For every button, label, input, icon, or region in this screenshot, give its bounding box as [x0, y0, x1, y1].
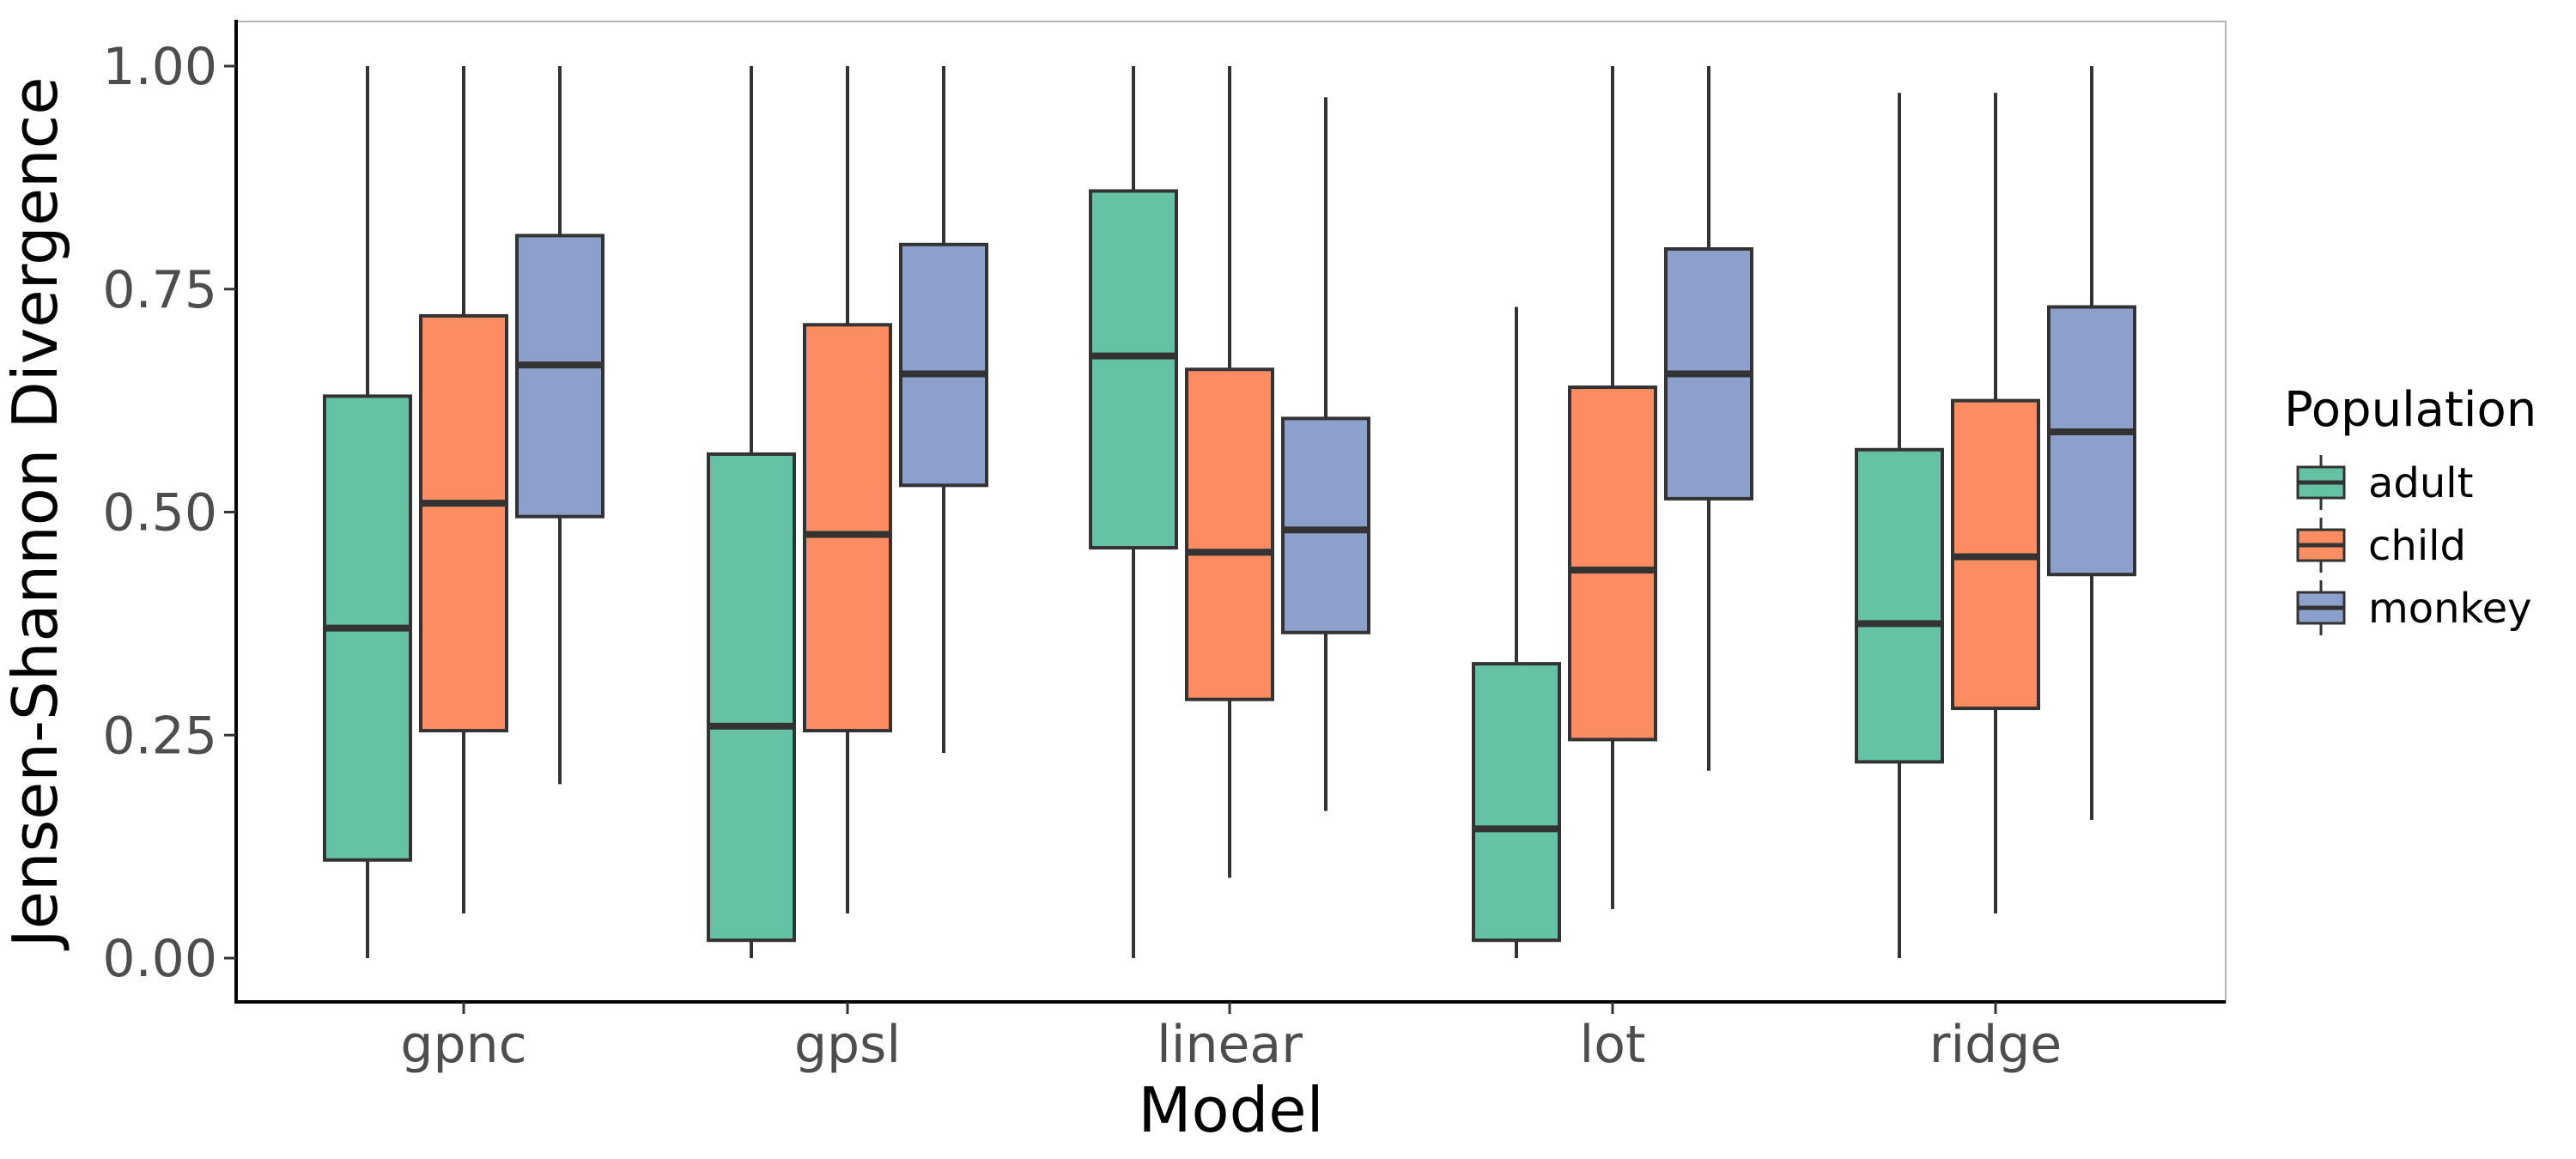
- box-iqr: [707, 452, 796, 943]
- box-iqr: [1281, 416, 1370, 634]
- boxes: [323, 66, 2136, 958]
- y-axis-title: Jensen-Shannon Divergence: [0, 76, 71, 950]
- y-tick-label: 0.00: [102, 929, 217, 989]
- box-monkey-linear: [1281, 97, 1370, 811]
- box-iqr: [1855, 447, 1944, 764]
- legend-label-monkey: monkey: [2368, 585, 2532, 633]
- box-monkey-gpnc: [515, 66, 605, 785]
- x-axis: gpnc gpsl linear lot ridge: [400, 1002, 2062, 1075]
- y-tick-label: 0.75: [102, 260, 217, 320]
- box-child-lot: [1568, 66, 1657, 909]
- box-child-gpnc: [419, 66, 508, 914]
- legend-title: Population: [2284, 382, 2537, 438]
- box-iqr: [419, 313, 508, 733]
- box-iqr: [1472, 662, 1561, 943]
- box-iqr: [515, 234, 605, 519]
- x-axis-title: Model: [1138, 1074, 1323, 1146]
- legend-key-child: [2296, 518, 2346, 573]
- legend-label-child: child: [2368, 522, 2466, 570]
- legend-key-adult: [2296, 455, 2346, 510]
- box-monkey-ridge: [2047, 66, 2136, 820]
- y-tick-label: 1.00: [102, 37, 217, 97]
- y-tick-label: 0.25: [102, 706, 217, 766]
- x-tick-label: linear: [1157, 1015, 1303, 1075]
- legend-label-adult: adult: [2368, 459, 2473, 507]
- box-child-linear: [1185, 66, 1274, 878]
- box-iqr: [1089, 189, 1178, 550]
- box-adult-lot: [1472, 306, 1561, 958]
- x-tick-label: gpsl: [794, 1015, 901, 1075]
- x-tick-label: ridge: [1929, 1015, 2062, 1075]
- box-iqr: [899, 242, 988, 488]
- box-adult-linear: [1089, 66, 1178, 958]
- box-child-ridge: [1951, 93, 2040, 914]
- box-iqr: [803, 323, 892, 733]
- x-tick-label: gpnc: [400, 1015, 526, 1075]
- box-iqr: [1185, 367, 1274, 701]
- box-iqr: [1568, 385, 1657, 742]
- box-monkey-lot: [1664, 66, 1753, 771]
- legend: Population adult child monkey: [2284, 382, 2537, 635]
- y-tick-label: 0.50: [102, 483, 217, 543]
- y-axis: 0.00 0.25 0.50 0.75 1.00: [102, 37, 236, 989]
- box-child-gpsl: [803, 66, 892, 914]
- box-adult-gpsl: [707, 66, 796, 958]
- box-adult-ridge: [1855, 93, 1944, 958]
- x-tick-label: lot: [1580, 1015, 1646, 1075]
- box-monkey-gpsl: [899, 66, 988, 754]
- box-adult-gpnc: [323, 66, 412, 958]
- legend-key-monkey: [2296, 580, 2346, 635]
- box-iqr: [2047, 305, 2136, 577]
